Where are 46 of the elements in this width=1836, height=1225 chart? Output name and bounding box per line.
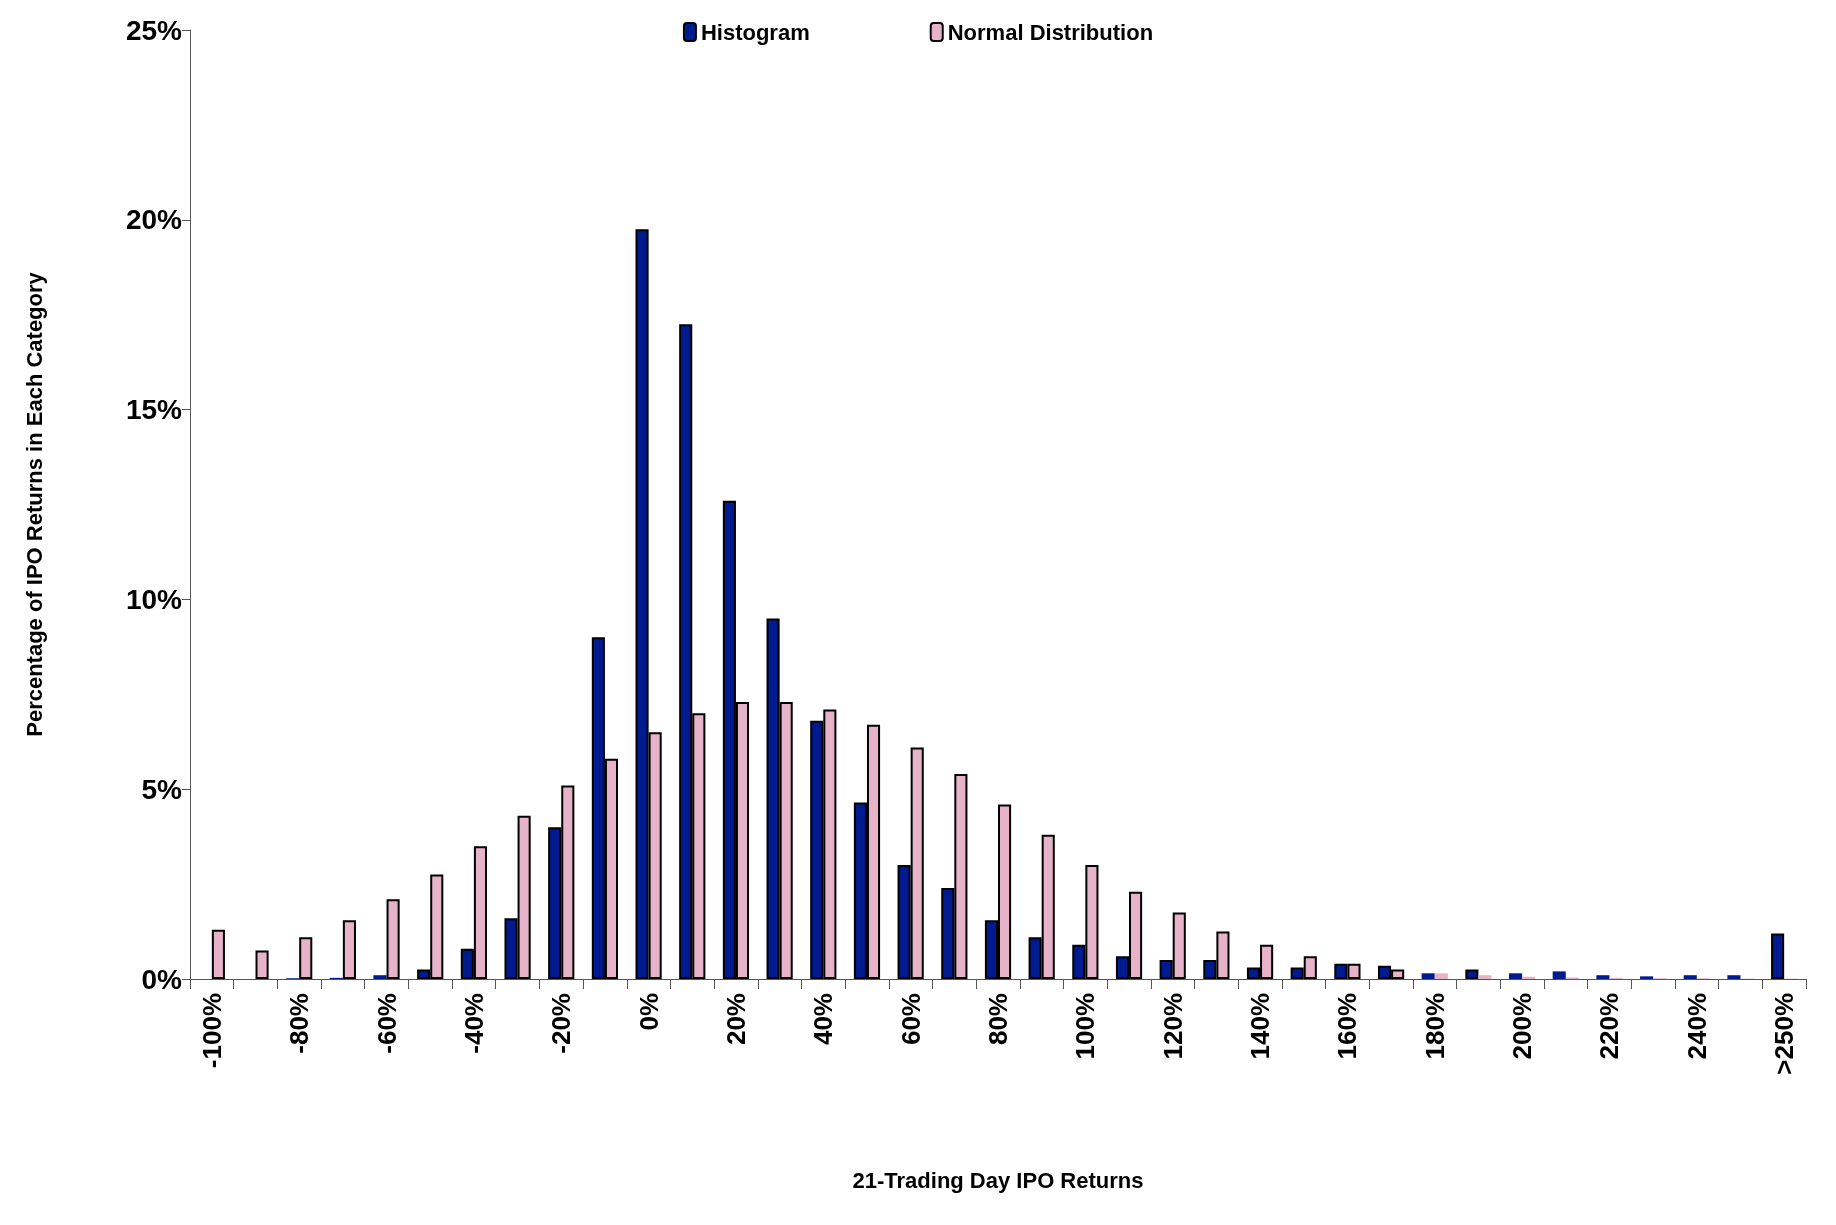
bar [1509, 973, 1523, 979]
bar [1434, 973, 1448, 979]
y-tick-label: 0% [141, 963, 183, 995]
y-tick-label: 20% [125, 204, 183, 236]
bar [1683, 975, 1697, 979]
x-tick-label: >250% [1769, 993, 1800, 1075]
bar [255, 950, 269, 979]
x-tick-label: 60% [895, 993, 926, 1046]
bar [1640, 976, 1654, 979]
x-tick-label: -80% [284, 993, 315, 1054]
x-tick-label: -100% [196, 993, 227, 1069]
x-tick-label: 80% [983, 993, 1013, 1046]
bar [1465, 969, 1479, 979]
bar [1596, 975, 1610, 979]
bar [1478, 975, 1492, 979]
bar [299, 937, 313, 979]
bar [1421, 973, 1435, 979]
bar [1552, 971, 1566, 979]
y-tick-label: 15% [125, 394, 183, 426]
x-tick-label: -40% [458, 993, 489, 1054]
x-tick-label: 100% [1070, 993, 1101, 1060]
x-tick-label: 140% [1245, 993, 1276, 1060]
x-tick-label: 240% [1681, 993, 1712, 1060]
x-tick-label: -60% [371, 993, 402, 1054]
bar [386, 899, 400, 979]
legend-label: Normal Distribution [947, 19, 1154, 45]
x-tick-label: 20% [720, 993, 751, 1046]
bar [342, 920, 356, 979]
y-tick-label: 5% [141, 773, 183, 805]
bar [1727, 975, 1741, 979]
x-tick-label: -20% [546, 993, 577, 1054]
x-tick-label: 220% [1594, 993, 1625, 1060]
x-axis-title: 21-Trading Day IPO Returns [852, 1167, 1144, 1193]
x-tick-label: 120% [1157, 993, 1188, 1060]
y-axis-title: Percentage of IPO Returns in Each Category [21, 271, 47, 737]
x-tick-label: 40% [808, 993, 839, 1046]
bar [1771, 933, 1785, 979]
legend-label: Histogram [700, 19, 810, 45]
x-tick-label: 180% [1419, 993, 1450, 1060]
bar [211, 929, 225, 979]
x-tick-label: 160% [1332, 993, 1363, 1060]
x-tick-label: 0% [633, 993, 664, 1031]
y-tick-label: 10% [125, 583, 183, 615]
y-tick-label: 25% [125, 14, 183, 46]
x-tick-label: 200% [1507, 993, 1538, 1060]
bar [373, 975, 387, 979]
